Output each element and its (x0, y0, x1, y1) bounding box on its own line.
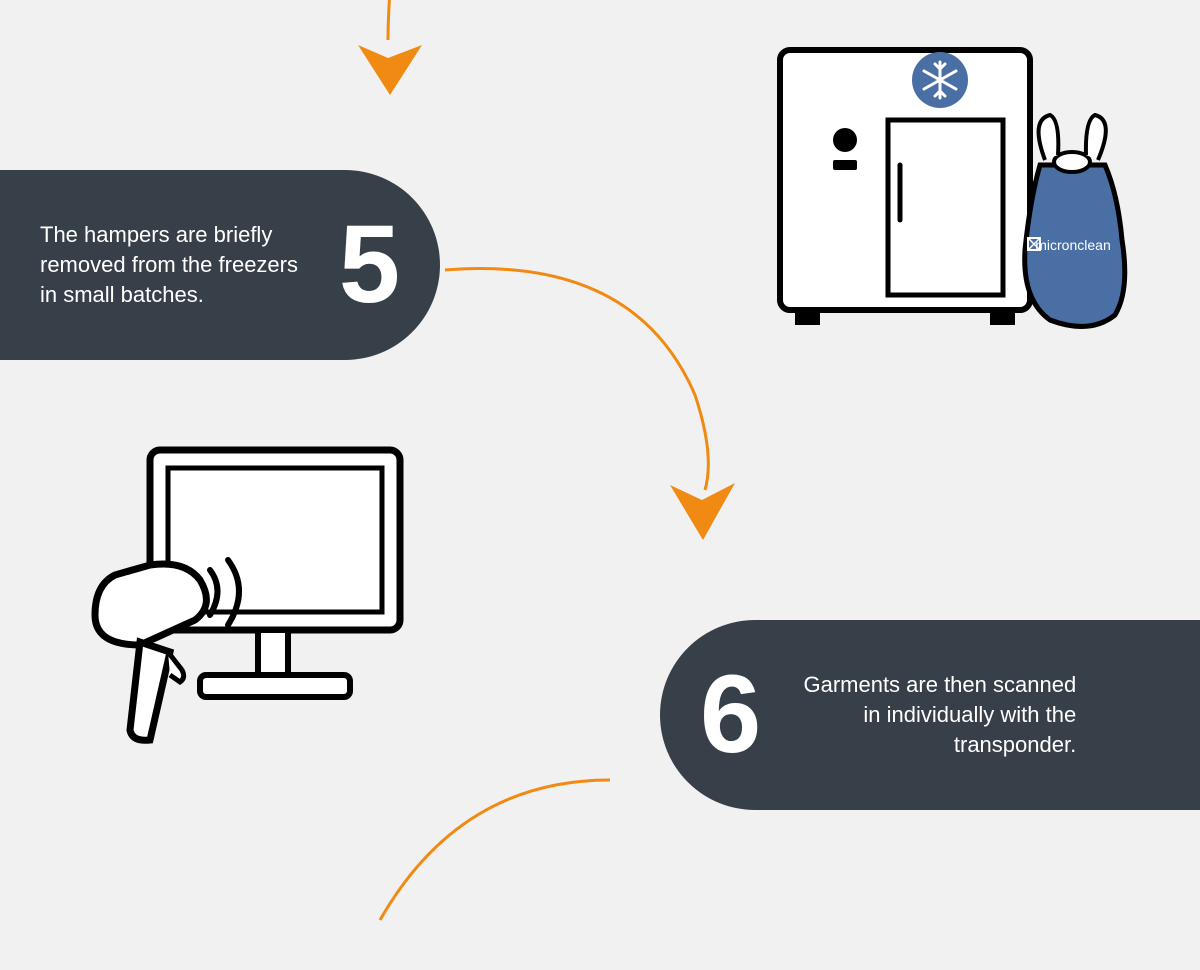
step-6-pill: 6 Garments are then scanned in individua… (660, 620, 1200, 810)
bag-label-text: micronclean (1035, 237, 1110, 253)
freezer-bag-icon: micronclean (770, 20, 1130, 350)
step-5-text: The hampers are briefly removed from the… (40, 220, 300, 309)
scanner-monitor-icon (80, 420, 420, 760)
step-5-number: 5 (339, 210, 400, 320)
curve-arrow-5-to-6 (435, 235, 755, 565)
step-6-text: Garments are then scanned in individuall… (796, 670, 1076, 759)
curve-arrow-out (320, 770, 620, 970)
top-arrow-icon (340, 0, 440, 110)
step-6-number: 6 (700, 660, 761, 770)
step-5-pill: The hampers are briefly removed from the… (0, 170, 440, 360)
